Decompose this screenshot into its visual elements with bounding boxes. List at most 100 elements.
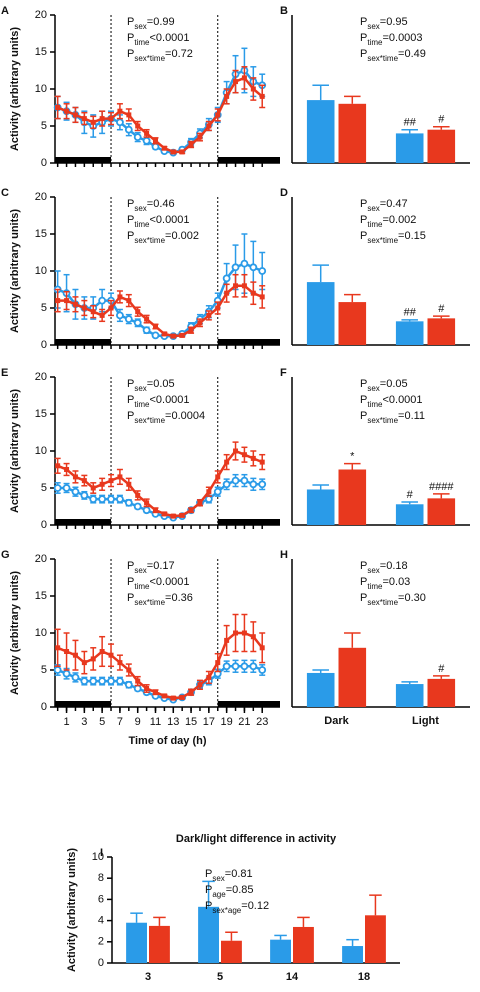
x-axis-label: Time of day (h) bbox=[128, 735, 206, 747]
stat-subscript: sex bbox=[212, 874, 224, 883]
data-point bbox=[80, 677, 89, 685]
y-tick-label: 4 bbox=[98, 915, 104, 927]
x-tick-label: 21 bbox=[238, 716, 250, 728]
stat-symbol: P bbox=[360, 592, 367, 604]
data-point bbox=[170, 333, 176, 339]
data-point bbox=[204, 495, 213, 504]
data-point bbox=[81, 116, 87, 122]
data-point bbox=[259, 645, 265, 651]
data-point bbox=[99, 312, 105, 318]
stat-value: =0.12 bbox=[241, 900, 269, 912]
data-point bbox=[144, 316, 150, 322]
data-point bbox=[241, 630, 247, 636]
bar bbox=[306, 672, 335, 707]
data-point bbox=[224, 459, 230, 465]
data-point bbox=[124, 680, 133, 689]
data-point bbox=[231, 662, 240, 671]
data-point bbox=[117, 294, 123, 300]
data-point bbox=[250, 634, 256, 640]
dark-period bbox=[217, 157, 280, 163]
data-point bbox=[81, 660, 87, 666]
bar bbox=[338, 103, 367, 163]
stat-text: Ptime<0.0001 bbox=[360, 394, 423, 409]
stat-value: =0.03 bbox=[382, 576, 410, 588]
bar bbox=[395, 321, 424, 345]
data-point bbox=[206, 674, 212, 680]
data-point bbox=[64, 649, 70, 654]
data-point bbox=[108, 116, 114, 122]
stat-subscript: sex*time bbox=[134, 598, 165, 607]
bar bbox=[338, 469, 367, 525]
data-point bbox=[135, 309, 141, 315]
stat-symbol: P bbox=[360, 560, 367, 572]
data-point bbox=[55, 105, 61, 110]
stat-value: =0.99 bbox=[147, 16, 175, 28]
data-point bbox=[116, 311, 124, 320]
data-point bbox=[133, 318, 142, 327]
data-point bbox=[90, 485, 96, 491]
y-tick-label: 5 bbox=[41, 120, 47, 132]
stat-value: =0.05 bbox=[380, 378, 408, 390]
data-point bbox=[249, 263, 258, 272]
data-point bbox=[107, 495, 115, 504]
stat-text: Ptime=0.0003 bbox=[360, 32, 423, 47]
dark-period bbox=[55, 339, 112, 345]
data-point bbox=[98, 677, 107, 685]
data-point bbox=[259, 93, 265, 99]
y-tick-label: 15 bbox=[35, 228, 47, 240]
data-point bbox=[64, 108, 70, 114]
data-point bbox=[81, 478, 87, 484]
x-tick-label: 18 bbox=[358, 971, 370, 983]
stat-value: <0.0001 bbox=[149, 214, 189, 226]
data-point bbox=[222, 274, 231, 283]
stat-value: =0.0004 bbox=[165, 410, 205, 422]
stat-subscript: sex*time bbox=[134, 236, 165, 245]
bar-annotation: ## bbox=[404, 117, 417, 129]
stat-value: =0.49 bbox=[398, 48, 426, 60]
stat-value: =0.36 bbox=[165, 592, 193, 604]
data-point bbox=[224, 290, 230, 296]
data-point bbox=[135, 123, 141, 129]
stat-symbol: P bbox=[127, 48, 134, 60]
stat-subscript: sex bbox=[134, 384, 146, 393]
data-point bbox=[188, 327, 194, 333]
data-point bbox=[81, 305, 87, 311]
data-point bbox=[107, 677, 115, 685]
x-tick-label: 23 bbox=[256, 716, 268, 728]
stat-subscript: time bbox=[134, 220, 150, 229]
stat-value: =0.81 bbox=[225, 868, 253, 880]
panel-letter: I bbox=[100, 847, 103, 859]
stat-value: =0.30 bbox=[398, 592, 426, 604]
bar bbox=[395, 504, 424, 525]
bar bbox=[395, 133, 424, 163]
data-point bbox=[233, 79, 239, 85]
stat-text: Psex*age=0.12 bbox=[205, 900, 269, 915]
stat-text: Ptime<0.0001 bbox=[127, 214, 190, 229]
bar-annotation: # bbox=[438, 114, 445, 126]
stat-text: Psex*time=0.0004 bbox=[127, 410, 205, 425]
x-tick-label: Dark bbox=[324, 715, 349, 727]
data-point bbox=[241, 75, 247, 81]
stat-text: Ptime=0.002 bbox=[360, 214, 416, 229]
data-point bbox=[90, 119, 96, 125]
bar bbox=[395, 684, 424, 707]
stat-text: Psex*time=0.11 bbox=[360, 410, 425, 425]
stat-subscript: sex*time bbox=[134, 54, 165, 63]
chart-title: Dark/light difference in activity bbox=[176, 833, 337, 845]
data-point bbox=[188, 142, 194, 147]
dark-period bbox=[217, 701, 280, 707]
stat-subscript: time bbox=[367, 582, 383, 591]
stat-text: Ptime<0.0001 bbox=[127, 394, 190, 409]
data-point bbox=[108, 305, 114, 311]
data-point bbox=[231, 476, 240, 485]
y-tick-label: 15 bbox=[35, 408, 47, 420]
stat-value: =0.18 bbox=[380, 560, 408, 572]
data-point bbox=[126, 112, 132, 118]
series-line bbox=[57, 76, 264, 154]
data-point bbox=[206, 489, 212, 495]
bar bbox=[270, 939, 291, 963]
stat-symbol: P bbox=[360, 16, 367, 28]
stat-subscript: time bbox=[367, 400, 383, 409]
bar bbox=[427, 678, 456, 707]
stat-subscript: sex*time bbox=[367, 54, 398, 63]
